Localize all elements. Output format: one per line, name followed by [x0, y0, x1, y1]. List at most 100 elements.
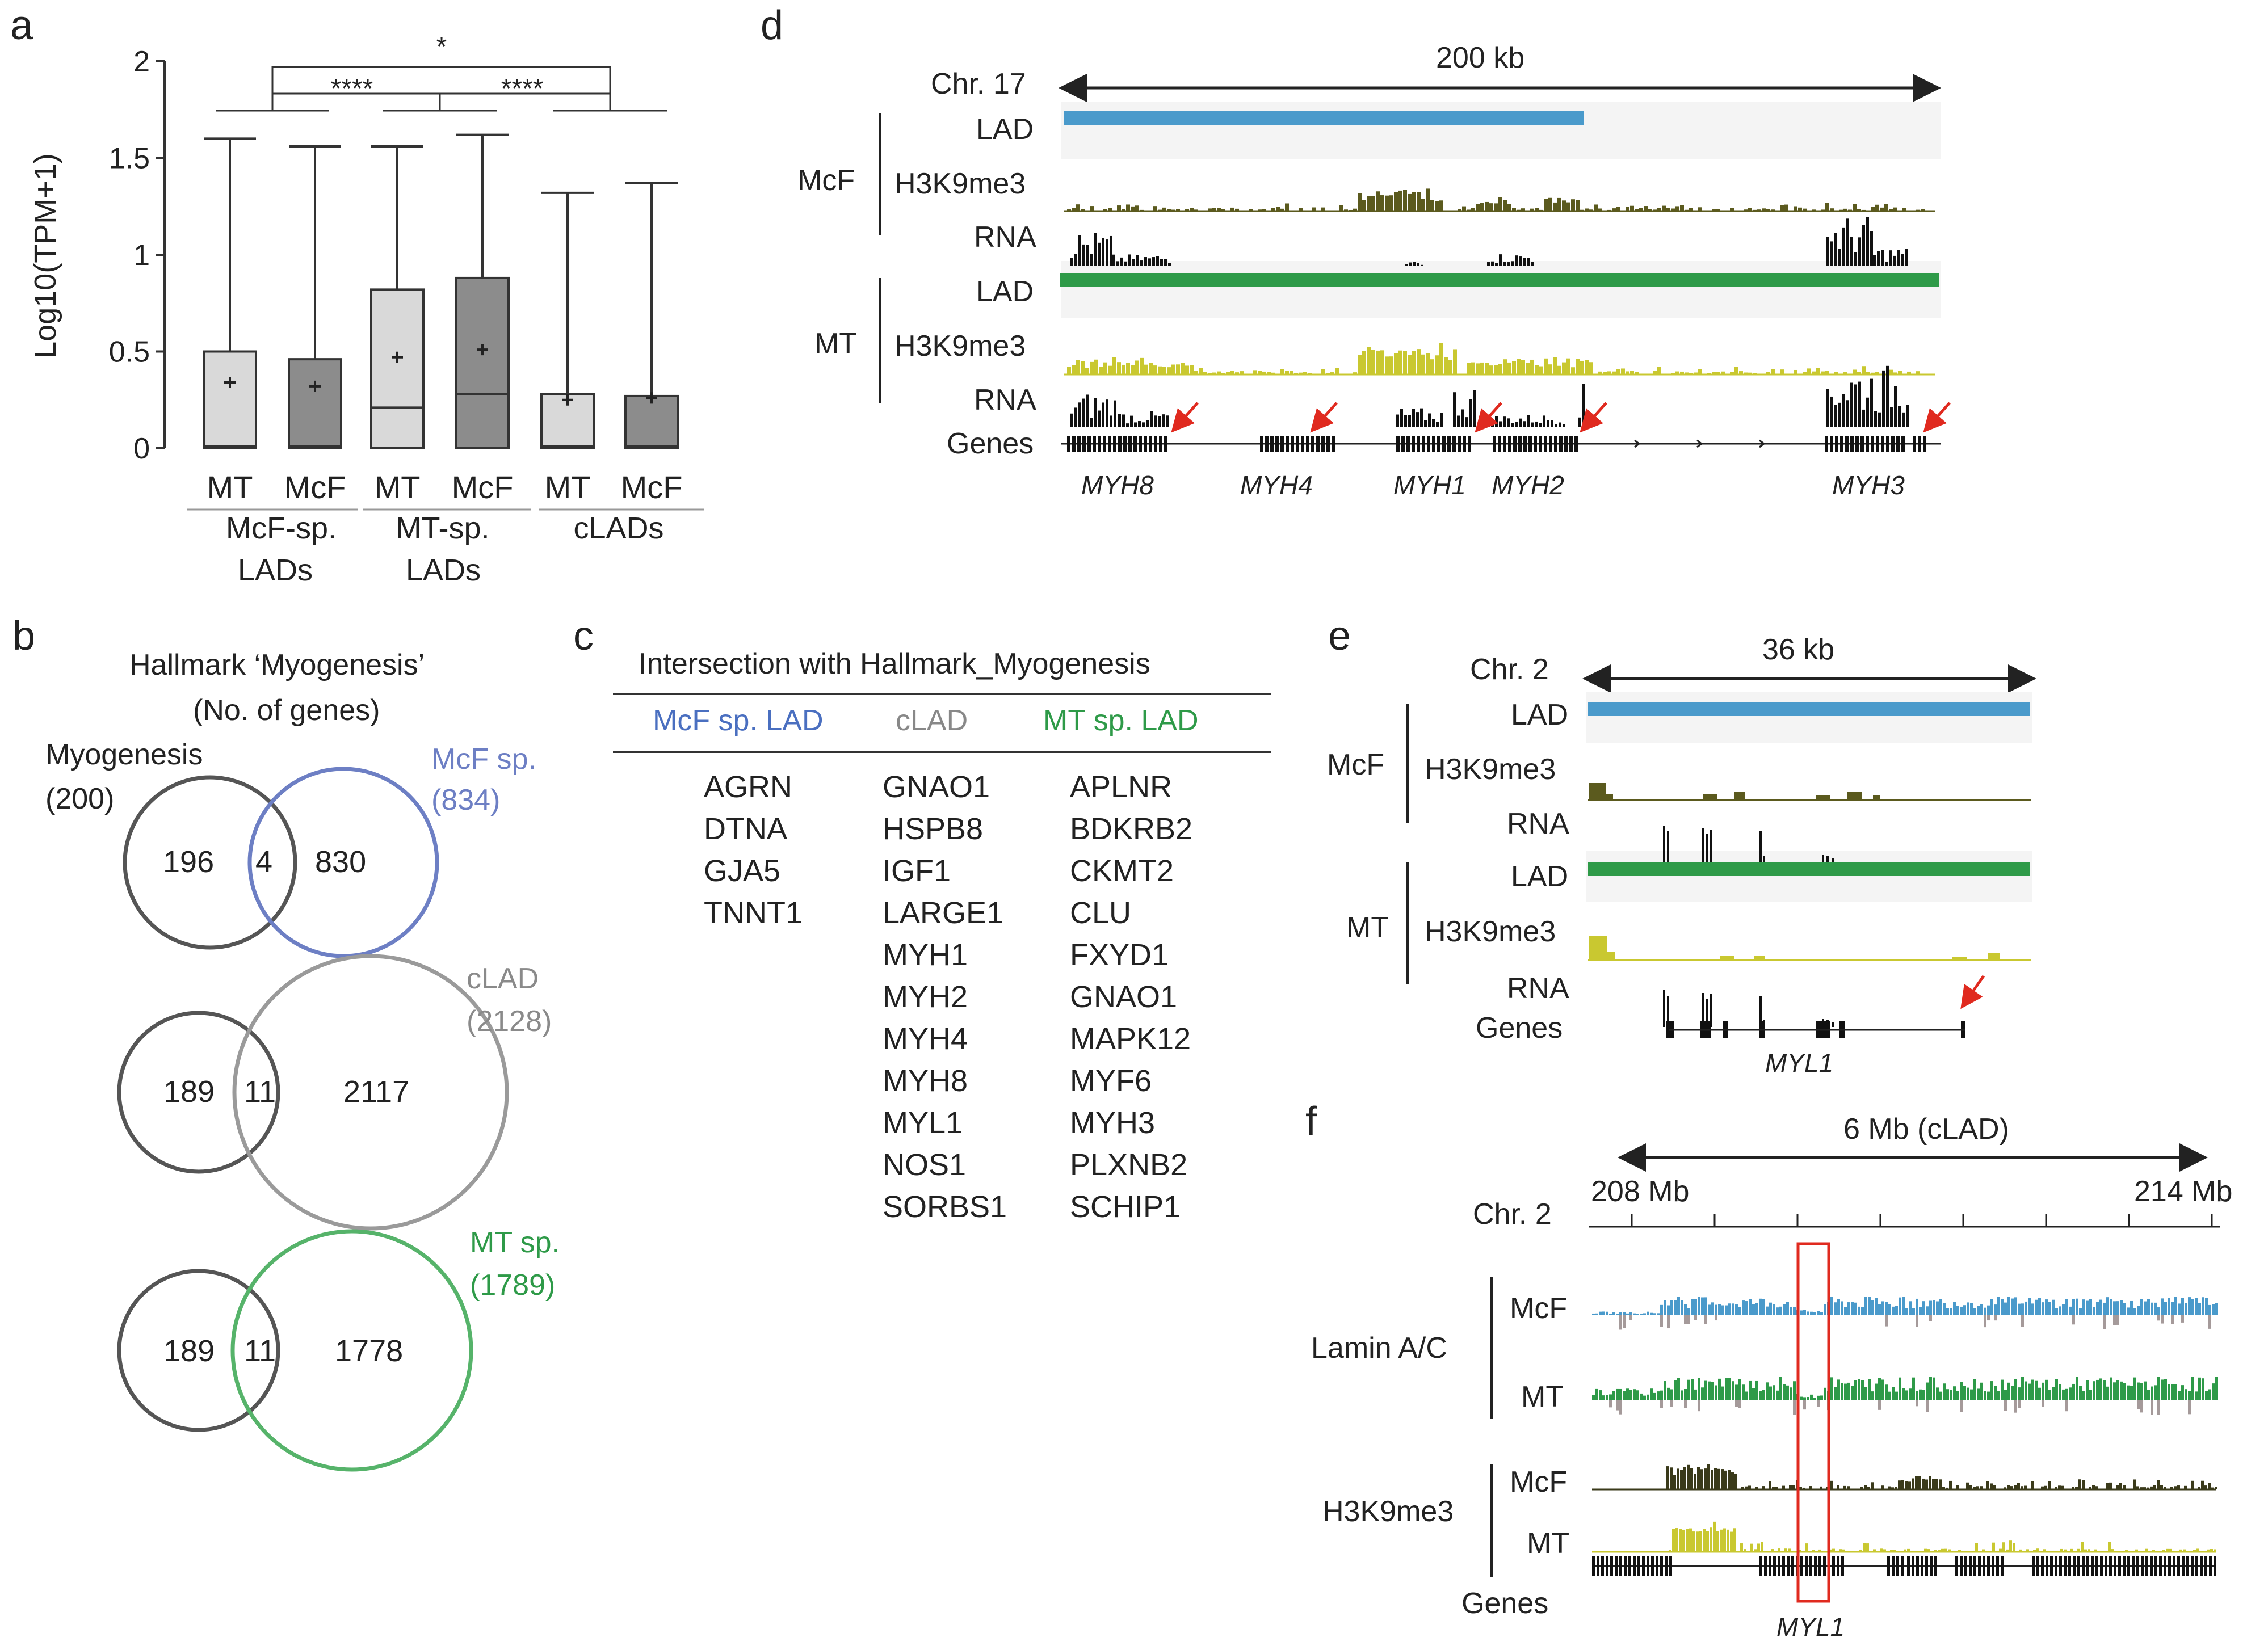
rna-bar: [1138, 421, 1141, 427]
rna-bar: [1114, 400, 1116, 427]
x-tick-label: McF: [621, 469, 683, 505]
rna-bar: [1507, 418, 1510, 427]
neg-signal-bar: [2018, 1400, 2021, 1408]
neg-signal-bar: [1715, 1315, 1717, 1321]
signal-bar: [1893, 207, 1897, 211]
signal-bar: [1837, 1485, 1839, 1489]
signal-bar: [2191, 1299, 2194, 1315]
signal-bar: [1691, 1379, 1694, 1400]
exon: [1401, 436, 1405, 452]
signal-bar: [1358, 193, 1362, 211]
signal-bar: [1208, 208, 1212, 211]
exon: [1978, 1556, 1981, 1576]
signal-bar: [2116, 1380, 2119, 1400]
exon: [1913, 436, 1916, 452]
signal-bar: [2140, 1383, 2143, 1400]
rna-bar: [1905, 249, 1908, 266]
rna-bar: [1146, 420, 1149, 427]
signal-bar: [1912, 1377, 1915, 1400]
signal-bar: [2031, 1481, 2034, 1489]
signal-bar: [1609, 1314, 1612, 1315]
signal-bar: [1122, 209, 1125, 211]
signal-bar: [1503, 200, 1507, 211]
x-tick-label: McF: [452, 469, 514, 505]
signal-bar: [2078, 1479, 2081, 1489]
rna-bar: [1889, 250, 1892, 266]
venn3-left: 189: [163, 1334, 215, 1368]
signal-bar: [2162, 1550, 2165, 1552]
signal-bar: [1194, 209, 1198, 211]
exon: [2001, 1556, 2004, 1576]
signal-bar: [1394, 353, 1398, 374]
signal-bar: [1687, 1308, 1690, 1315]
exon: [1417, 436, 1420, 452]
signal-bar: [1943, 1383, 1946, 1400]
signal-bar: [1967, 1387, 1969, 1400]
signal-bar: [1821, 371, 1825, 374]
table-cell: SCHIP1: [1070, 1190, 1181, 1224]
signal-bar: [2205, 1298, 2208, 1315]
rna-bar: [1870, 231, 1873, 266]
signal-bar: [1435, 355, 1439, 374]
signal-bar: [2072, 1383, 2075, 1400]
table-cell: APLNR: [1070, 770, 1173, 804]
exon: [1769, 1556, 1771, 1576]
signal-bar: [1895, 1391, 1898, 1400]
signal-bar: [1939, 1479, 1942, 1489]
signal-bar: [1809, 1486, 1812, 1489]
signal-bar: [2028, 1298, 2031, 1315]
signal-bar: [1208, 373, 1212, 374]
signal-bar: [1916, 371, 1920, 374]
exon: [1907, 1556, 1910, 1576]
rna-bar: [1763, 856, 1765, 862]
signal-bar: [1762, 1486, 1765, 1489]
exon: [2168, 1556, 2171, 1576]
signal-bar: [2184, 1485, 2187, 1489]
exon: [1503, 436, 1506, 452]
exon: [1326, 436, 1330, 452]
signal-bar: [1290, 371, 1293, 374]
signal-bar: [1674, 1300, 1677, 1315]
neg-signal-bar: [1609, 1400, 1612, 1408]
exon: [1969, 1556, 1972, 1576]
rna-bar: [1706, 999, 1708, 1027]
signal-bar: [1635, 372, 1639, 374]
signal-bar: [1793, 1381, 1796, 1400]
signal-bar: [1344, 209, 1348, 211]
signal-bar: [2041, 1486, 2044, 1489]
signal-bar: [1851, 1302, 1854, 1315]
exon: [1098, 436, 1101, 452]
exon: [1528, 436, 1532, 452]
rna-bar: [1412, 409, 1415, 427]
exon: [1876, 436, 1879, 452]
signal-bar: [1744, 372, 1748, 374]
signal-bar: [1701, 1387, 1704, 1400]
signal-bar: [2093, 1307, 2095, 1315]
e-chr-label: Chr. 2: [1470, 653, 1549, 686]
rna-bar: [1420, 408, 1423, 427]
signal-bar: [1748, 372, 1752, 374]
signal-bar: [2011, 1298, 2014, 1315]
exon: [1700, 1021, 1711, 1038]
signal-bar: [2006, 1549, 2009, 1552]
signal-bar: [1880, 1548, 1883, 1552]
signal-bar: [1697, 1467, 1700, 1489]
signal-bar: [1741, 1487, 1744, 1489]
signal-bar: [1807, 368, 1811, 374]
signal-bar: [1895, 1306, 1898, 1315]
signal-bar: [1371, 196, 1375, 211]
neg-signal-bar: [2140, 1400, 2143, 1413]
signal-bar: [2086, 1380, 2089, 1400]
exon: [1828, 1556, 1830, 1576]
rna-bar: [1881, 250, 1884, 266]
signal-bar: [1939, 1391, 1942, 1400]
signal-bar: [1834, 1302, 1837, 1315]
signal-bar: [1810, 1311, 1813, 1315]
signal-bar: [1902, 208, 1906, 211]
signal-bar: [1938, 1550, 1941, 1552]
signal-bar: [1701, 1297, 1704, 1315]
exon: [2118, 1556, 2121, 1576]
signal-bar: [1380, 195, 1384, 211]
signal-bar: [2170, 1487, 2173, 1489]
signal-bar: [1703, 794, 1717, 800]
